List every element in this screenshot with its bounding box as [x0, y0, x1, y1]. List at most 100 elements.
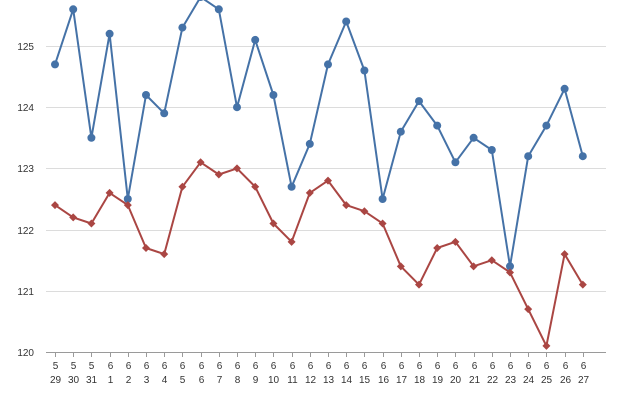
series-2-point [142, 243, 150, 252]
series-2-point [433, 243, 442, 252]
series-1-point [287, 182, 296, 191]
x-tick-month: 6 [490, 361, 496, 372]
series-2-point [196, 158, 205, 167]
series-1-point [197, 0, 204, 1]
series-1 [51, 0, 587, 271]
series-1-line [54, 0, 584, 268]
series-1-point [214, 5, 223, 14]
x-tick-month: 6 [417, 361, 423, 372]
x-tick-day: 1 [108, 375, 114, 386]
x-tick-month: 6 [563, 361, 569, 372]
series-1-point [342, 17, 351, 26]
series-2-point [123, 201, 132, 210]
series-1-point [542, 121, 551, 130]
series-1-point [433, 121, 442, 130]
series-2-point [51, 201, 59, 210]
x-tick-month: 5 [71, 361, 77, 372]
series-2-point [487, 256, 496, 265]
series-1-point [69, 5, 78, 14]
series-1-point [506, 262, 514, 271]
x-tick-day: 5 [180, 375, 186, 386]
x-tick-month: 6 [126, 361, 132, 372]
series-2-line [54, 161, 584, 347]
series-1-point [269, 91, 278, 99]
x-tick-day: 4 [162, 375, 168, 386]
series-2-point [305, 188, 314, 197]
x-tick-day: 25 [541, 375, 553, 386]
x-tick-day: 23 [505, 375, 517, 386]
series-2-point [396, 262, 405, 271]
x-tick-month: 5 [53, 361, 59, 372]
y-tick-label: 121 [17, 287, 34, 298]
x-tick-day: 31 [86, 375, 98, 386]
series-1-point [105, 29, 114, 38]
series-1-point [142, 91, 150, 99]
series-1-point [415, 97, 423, 106]
series-1-point [87, 133, 96, 142]
x-tick-month: 6 [508, 361, 514, 372]
label-layer: 1201211221231241255295305316162636465666… [17, 42, 589, 386]
series-2-point [378, 219, 387, 228]
x-tick-day: 21 [469, 375, 481, 386]
x-tick-month: 6 [217, 361, 223, 372]
series-1-point [487, 146, 496, 154]
series-2-point [342, 201, 351, 210]
y-tick-label: 123 [17, 164, 34, 175]
x-tick-day: 17 [396, 375, 408, 386]
x-tick-month: 6 [362, 361, 368, 372]
x-tick-day: 7 [217, 375, 223, 386]
y-tick-label: 125 [17, 42, 34, 53]
series-2-point [506, 268, 514, 277]
x-tick-month: 6 [290, 361, 296, 372]
x-tick-day: 15 [359, 375, 371, 386]
x-tick-month: 6 [453, 361, 459, 372]
y-tick-label: 120 [17, 348, 34, 359]
series-1-point [178, 23, 187, 32]
series-2-point [524, 305, 533, 314]
series-2-point [287, 237, 296, 246]
series-layer [51, 0, 587, 350]
axis-layer [46, 352, 606, 357]
series-2-point [160, 250, 169, 259]
series-1-point [324, 60, 332, 69]
x-tick-month: 5 [89, 361, 95, 372]
series-2-point [178, 182, 187, 191]
x-tick-day: 12 [305, 375, 317, 386]
x-tick-month: 6 [108, 361, 114, 372]
series-1-point [378, 195, 387, 203]
x-tick-day: 27 [578, 375, 590, 386]
x-tick-month: 6 [162, 361, 168, 372]
x-tick-month: 6 [144, 361, 150, 372]
x-tick-day: 20 [450, 375, 462, 386]
x-tick-month: 6 [308, 361, 314, 372]
series-1-point [451, 158, 460, 167]
series-2-point [87, 219, 96, 228]
x-tick-month: 6 [526, 361, 532, 372]
series-2-point [415, 280, 423, 289]
series-1-point [396, 127, 405, 136]
series-1-point [560, 84, 569, 93]
series-2-point [542, 341, 551, 350]
x-tick-month: 6 [435, 361, 441, 372]
series-2-point [233, 164, 241, 173]
grid-layer [46, 46, 606, 292]
x-tick-month: 6 [326, 361, 332, 372]
series-2-point [324, 176, 332, 185]
x-tick-month: 6 [253, 361, 259, 372]
series-1-point [469, 133, 478, 142]
y-tick-label: 124 [17, 103, 34, 114]
series-2-point [469, 262, 478, 271]
x-tick-day: 8 [235, 375, 241, 386]
x-tick-day: 3 [144, 375, 150, 386]
series-2-point [578, 280, 587, 289]
x-tick-day: 22 [487, 375, 499, 386]
x-tick-day: 26 [560, 375, 572, 386]
series-2-point [69, 213, 78, 222]
series-1-point [578, 152, 587, 161]
series-2-point [251, 182, 260, 191]
series-1-point [160, 109, 169, 118]
x-tick-month: 6 [180, 361, 186, 372]
x-tick-day: 14 [341, 375, 353, 386]
x-tick-month: 6 [381, 361, 387, 372]
x-tick-month: 6 [271, 361, 277, 372]
